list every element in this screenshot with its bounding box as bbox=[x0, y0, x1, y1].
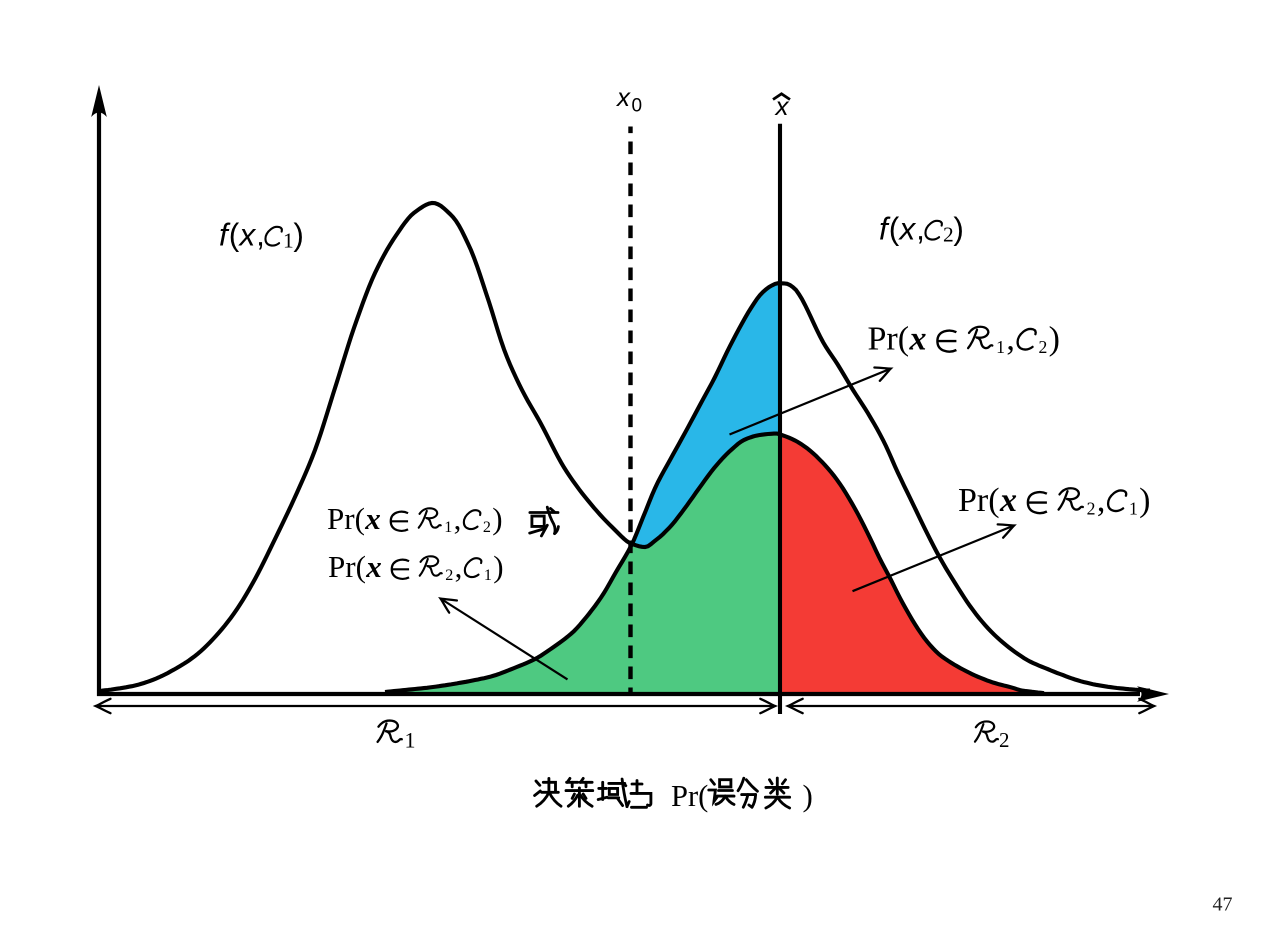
svg-text:2: 2 bbox=[1087, 499, 1096, 519]
svg-text:2: 2 bbox=[943, 223, 954, 247]
svg-text:x: x bbox=[908, 321, 926, 358]
svg-text:1: 1 bbox=[1129, 499, 1138, 519]
svg-text:): ) bbox=[293, 217, 304, 253]
svg-text:2: 2 bbox=[445, 567, 453, 584]
svg-text:Pr(: Pr( bbox=[327, 501, 365, 536]
svg-text:x: x bbox=[999, 482, 1017, 519]
svg-text:1: 1 bbox=[484, 567, 492, 584]
svg-text:x: x bbox=[897, 211, 916, 247]
svg-text:,: , bbox=[1097, 482, 1106, 519]
svg-text:): ) bbox=[493, 549, 503, 584]
svg-text:x: x bbox=[774, 91, 790, 121]
svg-text:Pr(: Pr( bbox=[868, 321, 910, 358]
svg-text:x: x bbox=[615, 82, 631, 112]
svg-text:,: , bbox=[454, 501, 462, 536]
svg-text:): ) bbox=[953, 211, 964, 247]
svg-text:2: 2 bbox=[999, 728, 1010, 752]
svg-text:,: , bbox=[916, 211, 925, 247]
svg-text:Pr(: Pr( bbox=[328, 549, 366, 584]
svg-text:2: 2 bbox=[483, 519, 491, 536]
svg-text:): ) bbox=[1049, 321, 1060, 358]
svg-text:1: 1 bbox=[996, 337, 1005, 357]
svg-text:Pr(: Pr( bbox=[958, 482, 1000, 519]
svg-text:): ) bbox=[1139, 482, 1150, 519]
svg-text:Pr(: Pr( bbox=[671, 779, 708, 813]
svg-text:x: x bbox=[365, 549, 382, 584]
svg-text:1: 1 bbox=[283, 229, 294, 253]
svg-text:1: 1 bbox=[444, 519, 452, 536]
svg-text:x: x bbox=[237, 217, 256, 253]
svg-text:(: ( bbox=[889, 211, 900, 247]
svg-text:): ) bbox=[492, 501, 502, 536]
svg-text:0: 0 bbox=[632, 96, 643, 117]
svg-text:x: x bbox=[364, 501, 381, 536]
svg-text:,: , bbox=[455, 549, 463, 584]
svg-text:(: ( bbox=[229, 217, 240, 253]
svg-text:2: 2 bbox=[1038, 337, 1047, 357]
svg-text:47: 47 bbox=[1213, 894, 1233, 916]
svg-text:,: , bbox=[256, 217, 265, 253]
svg-text:,: , bbox=[1006, 321, 1015, 358]
svg-text:): ) bbox=[803, 778, 813, 813]
svg-text:1: 1 bbox=[405, 728, 416, 753]
